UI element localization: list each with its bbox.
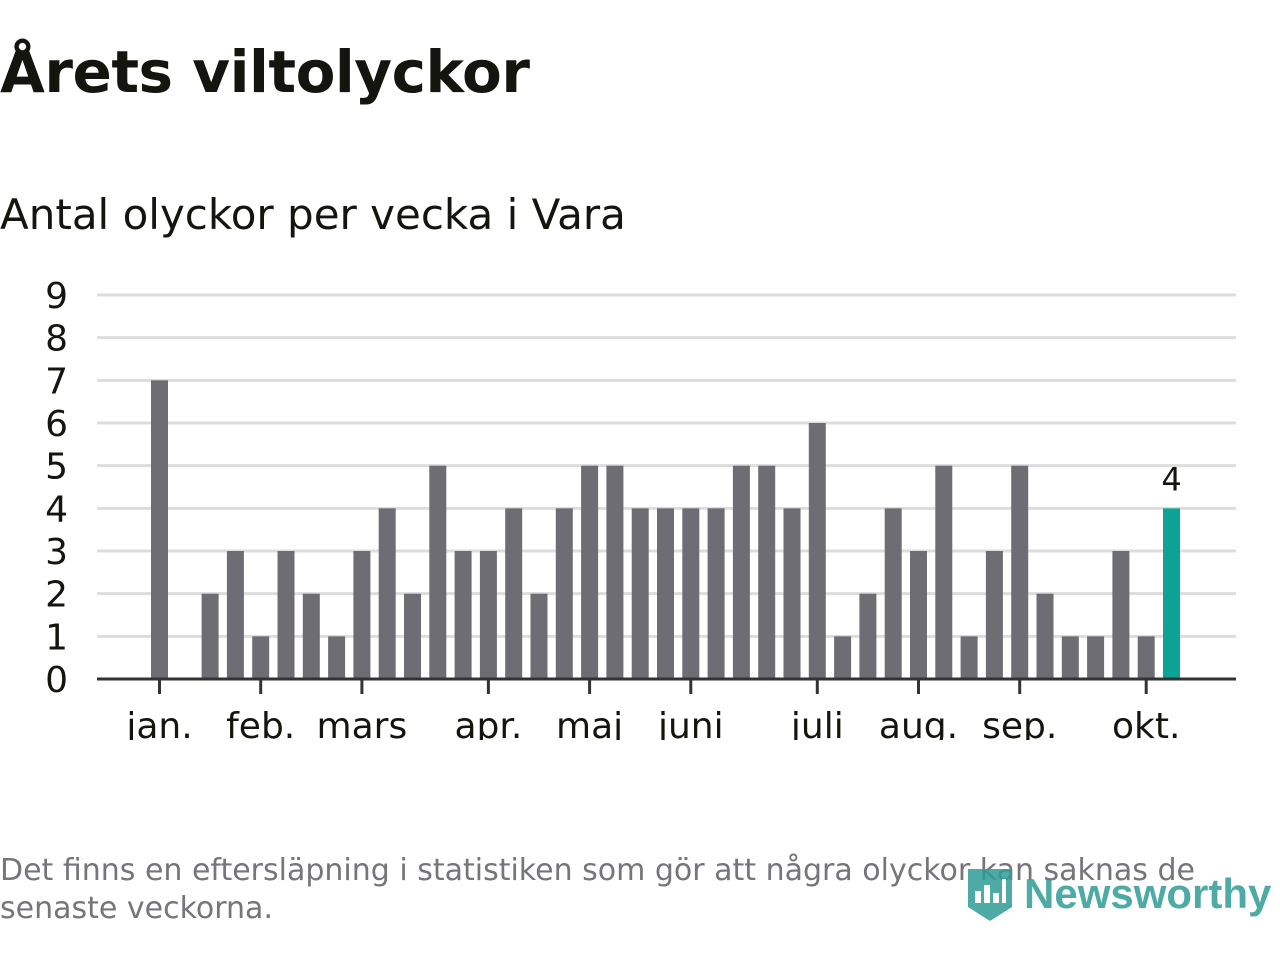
bar: [1137, 636, 1155, 679]
bar: [960, 636, 978, 679]
highlight-bar: [1163, 508, 1180, 679]
bar: [1036, 593, 1054, 679]
bar: [454, 551, 472, 679]
x-tick-label: okt.: [1112, 706, 1180, 740]
bar: [707, 508, 725, 679]
y-tick-label: 5: [45, 447, 68, 488]
y-tick-label: 2: [45, 575, 68, 616]
x-tick-label: jan.: [125, 706, 192, 740]
bar: [353, 551, 371, 679]
bar: [555, 508, 573, 679]
y-tick-label: 1: [45, 617, 68, 658]
bar: [378, 508, 396, 679]
bar: [505, 508, 523, 679]
x-tick-label: mars: [317, 706, 408, 740]
x-axis: jan. feb. mars apr. maj juni juli aug. sep. okt.: [97, 677, 1236, 740]
bar: [1011, 465, 1029, 679]
x-tick-label: juli: [790, 706, 844, 740]
x-tick-label: sep.: [982, 706, 1057, 740]
bar: [226, 551, 244, 679]
bar: [606, 465, 624, 679]
x-tick-label: juni: [657, 706, 724, 740]
y-tick-label: 3: [45, 532, 68, 573]
x-tick-label: maj: [556, 706, 623, 740]
y-tick-label: 6: [45, 404, 68, 445]
bar: [1061, 636, 1079, 679]
bar: [429, 465, 447, 679]
data-label: 4: [1161, 460, 1181, 498]
y-tick-label: 4: [45, 489, 68, 530]
bar-chart-badge-icon: [968, 869, 1012, 921]
y-tick-label: 9: [45, 276, 68, 317]
bar: [758, 465, 776, 679]
bar: [682, 508, 700, 679]
x-tick-label: aug.: [879, 706, 958, 740]
bar: [631, 508, 649, 679]
x-tick-label: apr.: [454, 706, 522, 740]
newsworthy-logo: Newsworthy: [964, 862, 1271, 926]
bar: [884, 508, 902, 679]
bar: [530, 593, 548, 679]
logo-text: Newsworthy: [1024, 870, 1272, 917]
y-tick-label: 0: [45, 660, 68, 701]
bar: [277, 551, 295, 679]
data-labels: 4: [1161, 460, 1181, 498]
bar: [657, 508, 674, 679]
bar: [151, 380, 168, 679]
bar: [252, 636, 270, 679]
bar: [1087, 636, 1105, 679]
y-tick-label: 7: [45, 361, 68, 402]
bar: [732, 465, 750, 679]
bar: [404, 593, 421, 679]
chart-title: Årets viltolyckor: [0, 38, 530, 106]
bar: [201, 593, 219, 679]
bar: [581, 465, 599, 679]
bar: [910, 551, 927, 679]
bar: [783, 508, 801, 679]
bar: [808, 423, 826, 679]
y-tick-label: 8: [45, 319, 68, 360]
bar: [859, 593, 877, 679]
bar: [1112, 551, 1130, 679]
bar: [935, 465, 953, 679]
bar: [328, 636, 346, 679]
bars: [151, 380, 1180, 679]
bar: [834, 636, 852, 679]
bar: [479, 551, 497, 679]
x-tick-label: feb.: [226, 706, 295, 740]
bar: [302, 593, 320, 679]
chart-subtitle: Antal olyckor per vecka i Vara: [0, 190, 626, 239]
bar: [985, 551, 1003, 679]
